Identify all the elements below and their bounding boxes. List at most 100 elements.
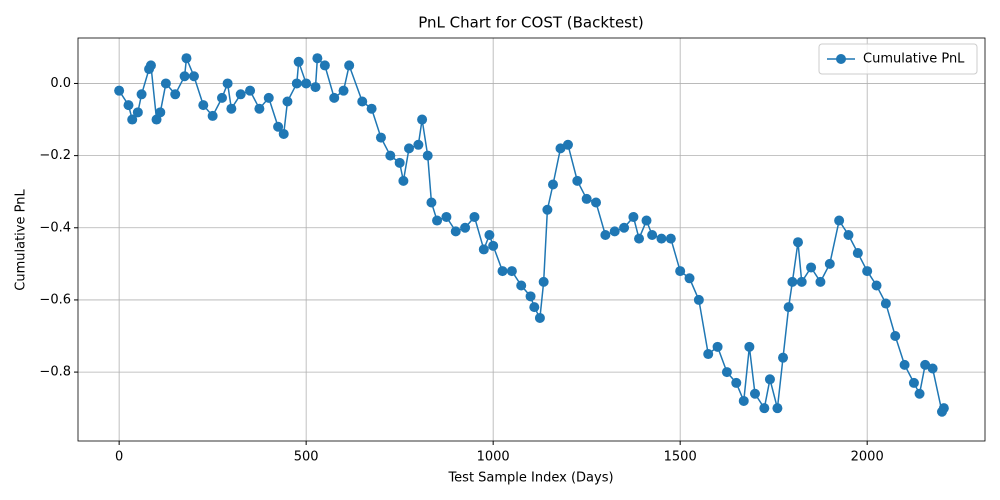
data-point [198,100,209,111]
data-point [731,377,742,388]
data-point [703,349,714,360]
data-point [852,248,863,259]
data-point [417,114,428,125]
data-point [216,92,227,103]
data-point [555,143,566,154]
data-point [914,388,925,399]
data-point [538,276,549,287]
data-point [647,229,658,240]
data-point [127,114,138,125]
data-point [426,197,437,208]
data-point [542,204,553,215]
data-point [749,388,760,399]
data-point [450,226,461,237]
data-point [796,276,807,287]
data-point [609,226,620,237]
data-point [170,89,181,100]
data-point [273,121,284,132]
data-point [254,103,265,114]
data-point [312,53,323,64]
data-point [871,280,882,291]
legend-marker [836,54,846,64]
data-point [394,157,405,168]
data-point [684,273,695,284]
data-point [366,103,377,114]
data-point [357,96,368,107]
data-point [534,312,545,323]
y-tick-label: 0.0 [50,76,71,91]
data-point [207,110,218,121]
data-point [136,89,147,100]
data-point [114,85,125,96]
data-point [222,78,233,89]
data-point [843,229,854,240]
plot-frame [77,37,986,442]
data-point [344,60,355,71]
data-point [245,85,256,96]
x-axis-label: Test Sample Index (Days) [447,471,613,486]
data-point [759,403,770,414]
data-point [899,359,910,370]
data-point [291,78,302,89]
data-point [398,175,409,186]
data-point [278,128,289,139]
data-point [404,143,415,154]
data-point [815,276,826,287]
data-point [529,302,540,313]
y-axis-label: Cumulative PnL [14,189,29,291]
x-tick-label: 1500 [664,450,697,465]
data-point [591,197,602,208]
data-point [634,233,645,244]
data-point [484,229,495,240]
data-point [641,215,652,226]
data-point [656,233,667,244]
data-point [310,82,321,93]
data-point [920,359,931,370]
data-point [179,71,190,82]
data-point [263,92,274,103]
data-point [824,258,835,269]
data-point [478,244,489,255]
y-tick-label: −0.2 [39,148,71,163]
data-point [235,89,246,100]
data-point [525,291,536,302]
chart-title: PnL Chart for COST (Backtest) [418,14,643,32]
data-point [890,331,901,342]
data-point [693,294,704,305]
data-point [581,193,592,204]
data-point [787,276,798,287]
data-point [744,341,755,352]
data-point [516,280,527,291]
data-point [938,403,949,414]
data-point [460,222,471,233]
data-point [432,215,443,226]
x-tick-label: 500 [294,450,319,465]
data-point [880,298,891,309]
series-line [118,56,945,414]
data-point [764,374,775,385]
data-point [712,341,723,352]
legend-box [818,43,978,75]
data-point [181,53,192,64]
data-point [548,179,559,190]
data-point [469,211,480,222]
data-point [155,107,166,118]
data-point [783,302,794,313]
data-point [488,240,499,251]
data-point [619,222,630,233]
data-point [132,107,143,118]
x-tick-label: 0 [115,450,123,465]
data-point [572,175,583,186]
data-point [385,150,396,161]
data-point [301,78,312,89]
legend-label: Cumulative PnL [863,52,965,67]
data-point [282,96,293,107]
data-point [441,211,452,222]
x-tick-label: 2000 [851,450,884,465]
data-point [562,139,573,150]
data-point [160,78,171,89]
data-point [422,150,433,161]
data-point [600,229,611,240]
